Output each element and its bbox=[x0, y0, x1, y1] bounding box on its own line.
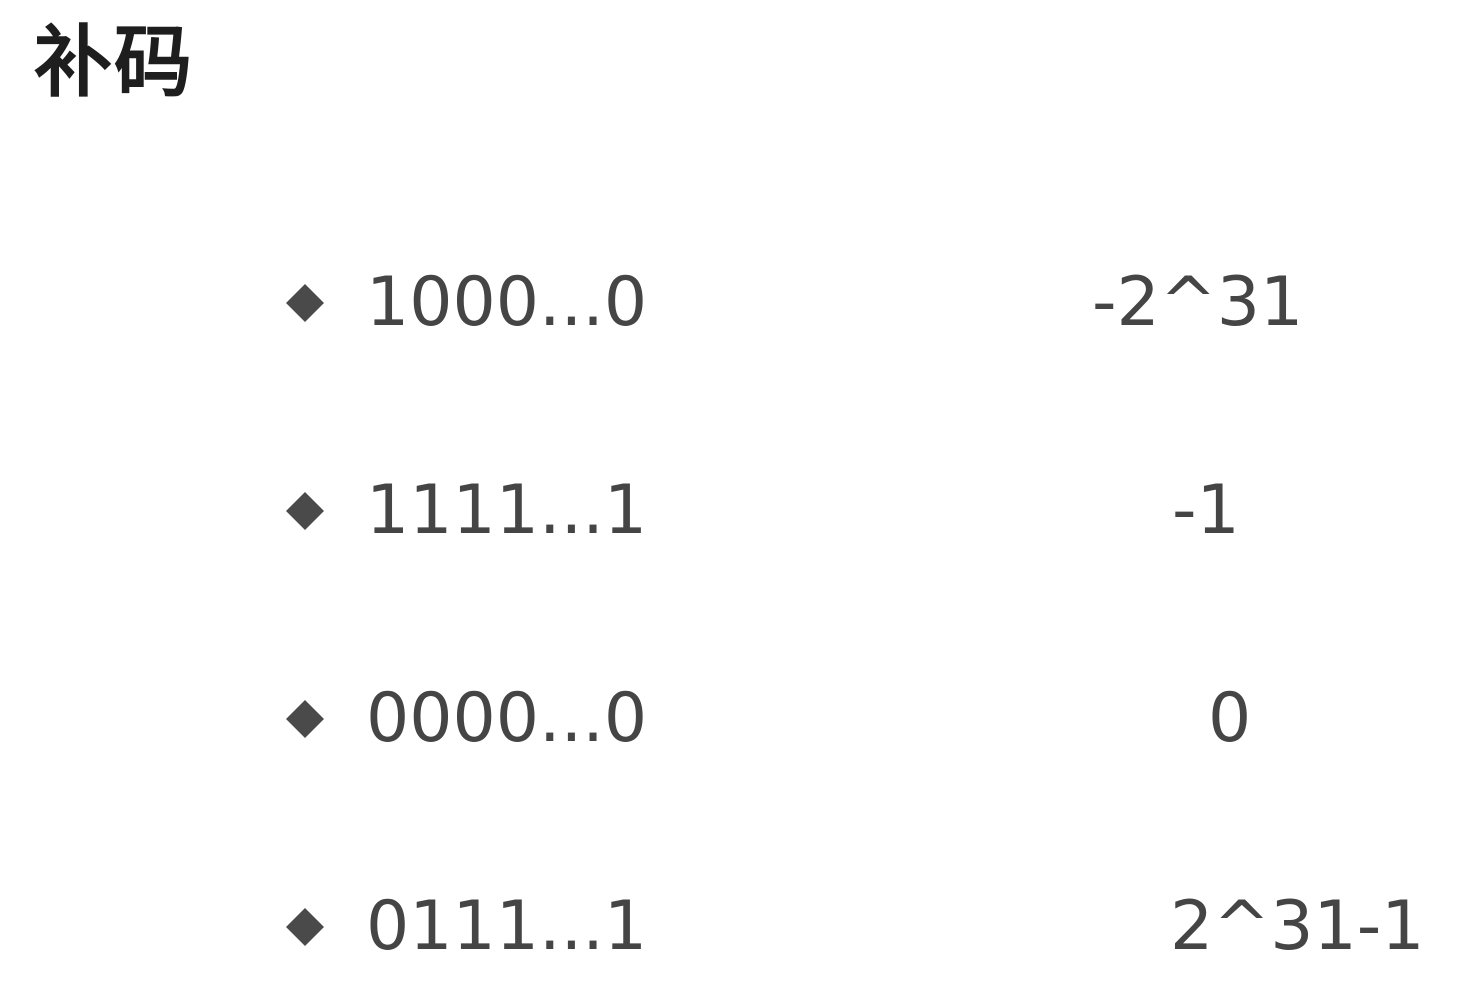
diamond-icon bbox=[286, 492, 324, 530]
diamond-icon bbox=[286, 700, 324, 738]
bit-pattern: 0000...0 bbox=[366, 679, 648, 758]
decimal-value: -2^31 bbox=[1092, 263, 1304, 342]
list-item-1: 1000...0 -2^31 bbox=[0, 258, 1480, 348]
decimal-value: -1 bbox=[1172, 471, 1240, 550]
list-item-4: 0111...1 2^31-1 bbox=[0, 882, 1480, 972]
bit-pattern: 1111...1 bbox=[366, 471, 648, 550]
decimal-value: 0 bbox=[1208, 679, 1252, 758]
slide-title: 补码 bbox=[34, 18, 195, 108]
list-item-2: 1111...1 -1 bbox=[0, 466, 1480, 556]
decimal-value: 2^31-1 bbox=[1170, 887, 1425, 966]
bit-pattern: 1000...0 bbox=[366, 263, 648, 342]
list-item-3: 0000...0 0 bbox=[0, 674, 1480, 764]
bit-pattern: 0111...1 bbox=[366, 887, 648, 966]
diamond-icon bbox=[286, 284, 324, 322]
diamond-icon bbox=[286, 908, 324, 946]
